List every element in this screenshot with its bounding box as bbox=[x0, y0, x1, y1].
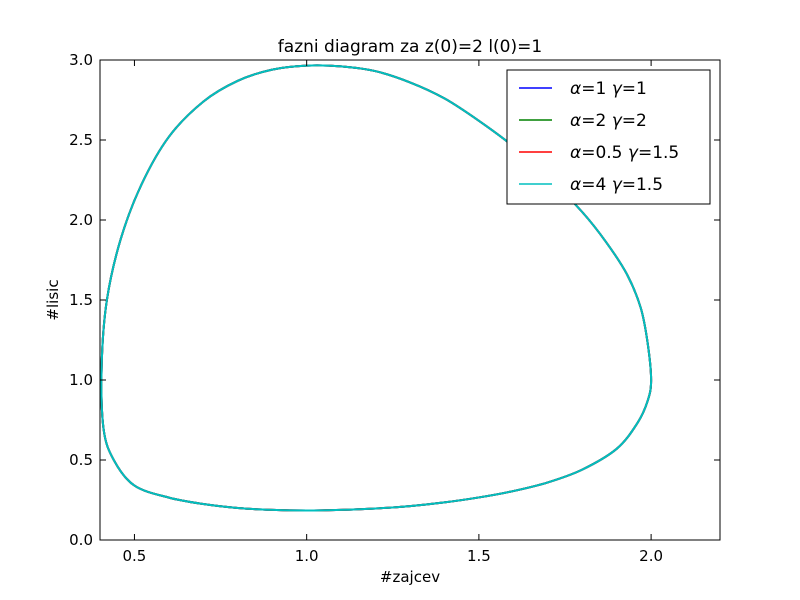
legend-box bbox=[506, 69, 711, 205]
x-tick-label: 0.5 bbox=[123, 547, 147, 565]
y-tick-label: 0.0 bbox=[69, 531, 93, 549]
x-tick-label: 1.0 bbox=[295, 547, 319, 565]
y-tick-label: 2.0 bbox=[69, 211, 93, 229]
y-tick-label: 0.5 bbox=[69, 451, 93, 469]
legend-label-2: α=2 γ=2 bbox=[570, 111, 647, 131]
axes-frame bbox=[99, 59, 721, 541]
x-axis-label: #zajcev bbox=[380, 568, 440, 586]
legend-entries: α=1 γ=1 α=2 γ=2 α=0.5 γ=1.5 α=4 γ=1.5 bbox=[519, 79, 679, 195]
legend-label-3: α=0.5 γ=1.5 bbox=[570, 143, 679, 163]
chart-title: fazni diagram za z(0)=2 l(0)=1 bbox=[278, 37, 542, 57]
legend-label-1: α=1 γ=1 bbox=[570, 79, 647, 99]
y-tick-label: 1.0 bbox=[69, 371, 93, 389]
y-tick-label: 2.5 bbox=[69, 131, 93, 149]
legend: α=1 γ=1 α=2 γ=2 α=0.5 γ=1.5 α=4 γ=1.5 bbox=[506, 69, 711, 205]
x-tick-label: 1.5 bbox=[467, 547, 491, 565]
y-tick-label: 1.5 bbox=[69, 291, 93, 309]
y-tick-label: 3.0 bbox=[69, 51, 93, 69]
legend-label-4: α=4 γ=1.5 bbox=[570, 175, 663, 195]
y-axis-label: #lisic bbox=[44, 279, 62, 320]
x-tick-label: 2.0 bbox=[639, 547, 663, 565]
